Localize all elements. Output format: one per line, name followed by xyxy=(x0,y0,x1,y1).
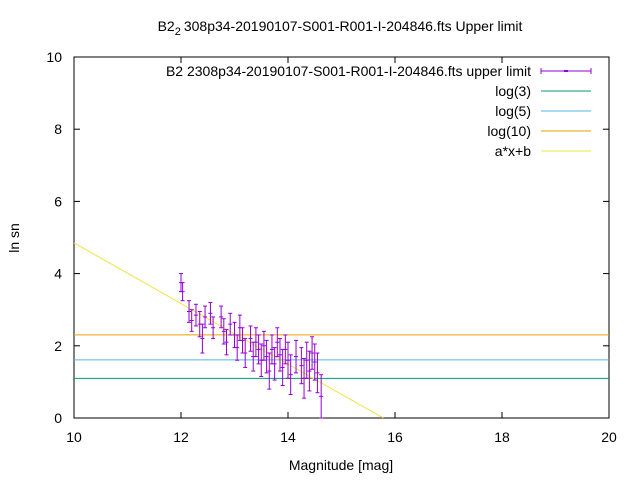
legend-label: a*x+b xyxy=(495,143,531,159)
data-point xyxy=(286,341,290,379)
data-point xyxy=(243,338,248,368)
data-point xyxy=(267,352,272,390)
fit-line xyxy=(73,242,384,419)
data-point xyxy=(228,312,233,336)
legend-label: B2 2308p34-20190107-S001-R001-I-204846.f… xyxy=(166,63,531,79)
x-tick-label: 14 xyxy=(280,429,296,445)
x-tick-label: 12 xyxy=(173,429,189,445)
y-axis-label: ln sn xyxy=(6,223,22,253)
data-point xyxy=(240,327,245,354)
y-tick-label: 6 xyxy=(54,193,62,209)
data-point xyxy=(294,339,299,374)
data-point xyxy=(248,325,253,352)
plot-frame xyxy=(73,56,610,419)
data-point xyxy=(189,309,194,332)
axes: 10 12 14 16 18 20 0 2 4 6 8 10 xyxy=(46,49,617,445)
data-point xyxy=(275,327,280,358)
data-point xyxy=(319,374,324,419)
legend-label: log(5) xyxy=(495,103,531,119)
x-tick-label: 16 xyxy=(387,429,403,445)
y-tick-label: 4 xyxy=(54,266,62,282)
data-point xyxy=(219,305,224,329)
chart-title-rest: 308p34-20190107-S001-R001-I-204846.fts U… xyxy=(184,18,523,34)
x-tick-label: 18 xyxy=(494,429,510,445)
data-point xyxy=(272,347,277,381)
legend-label: log(3) xyxy=(495,83,531,99)
data-point xyxy=(283,334,288,365)
data-point xyxy=(277,338,282,372)
error-bar-points xyxy=(179,273,324,419)
data-point xyxy=(208,301,213,325)
data-point xyxy=(299,347,304,385)
data-point xyxy=(288,354,293,396)
data-point xyxy=(304,341,309,379)
x-tick-label: 10 xyxy=(66,429,82,445)
legend-label: log(10) xyxy=(487,123,531,139)
chart-title-prefix: B2 xyxy=(158,18,175,34)
legend: B2 2308p34-20190107-S001-R001-I-204846.f… xyxy=(166,63,592,159)
data-point xyxy=(224,329,229,356)
data-point xyxy=(235,334,240,361)
chart-title-subscript: 2 xyxy=(175,26,181,38)
data-point xyxy=(187,300,192,323)
y-tick-label: 10 xyxy=(46,49,62,65)
chart-title: B22 308p34-20190107-S001-R001-I-204846.ft… xyxy=(158,18,523,38)
x-axis-label: Magnitude [mag] xyxy=(289,457,393,473)
data-point xyxy=(200,323,205,354)
data-point xyxy=(315,352,320,394)
data-point xyxy=(307,350,312,392)
data-point xyxy=(312,343,317,381)
data-point xyxy=(310,336,315,370)
y-tick-label: 0 xyxy=(54,410,62,426)
y-tick-label: 8 xyxy=(54,121,62,137)
reference-lines xyxy=(73,242,609,419)
data-point xyxy=(261,330,266,361)
data-point xyxy=(203,305,208,329)
data-point xyxy=(180,282,185,302)
data-point xyxy=(211,316,216,340)
y-tick-label: 2 xyxy=(54,338,62,354)
data-point xyxy=(264,339,269,374)
x-tick-label: 20 xyxy=(601,429,617,445)
data-point xyxy=(256,334,261,365)
data-point xyxy=(253,327,258,358)
data-point xyxy=(193,303,198,327)
data-point xyxy=(221,318,226,345)
